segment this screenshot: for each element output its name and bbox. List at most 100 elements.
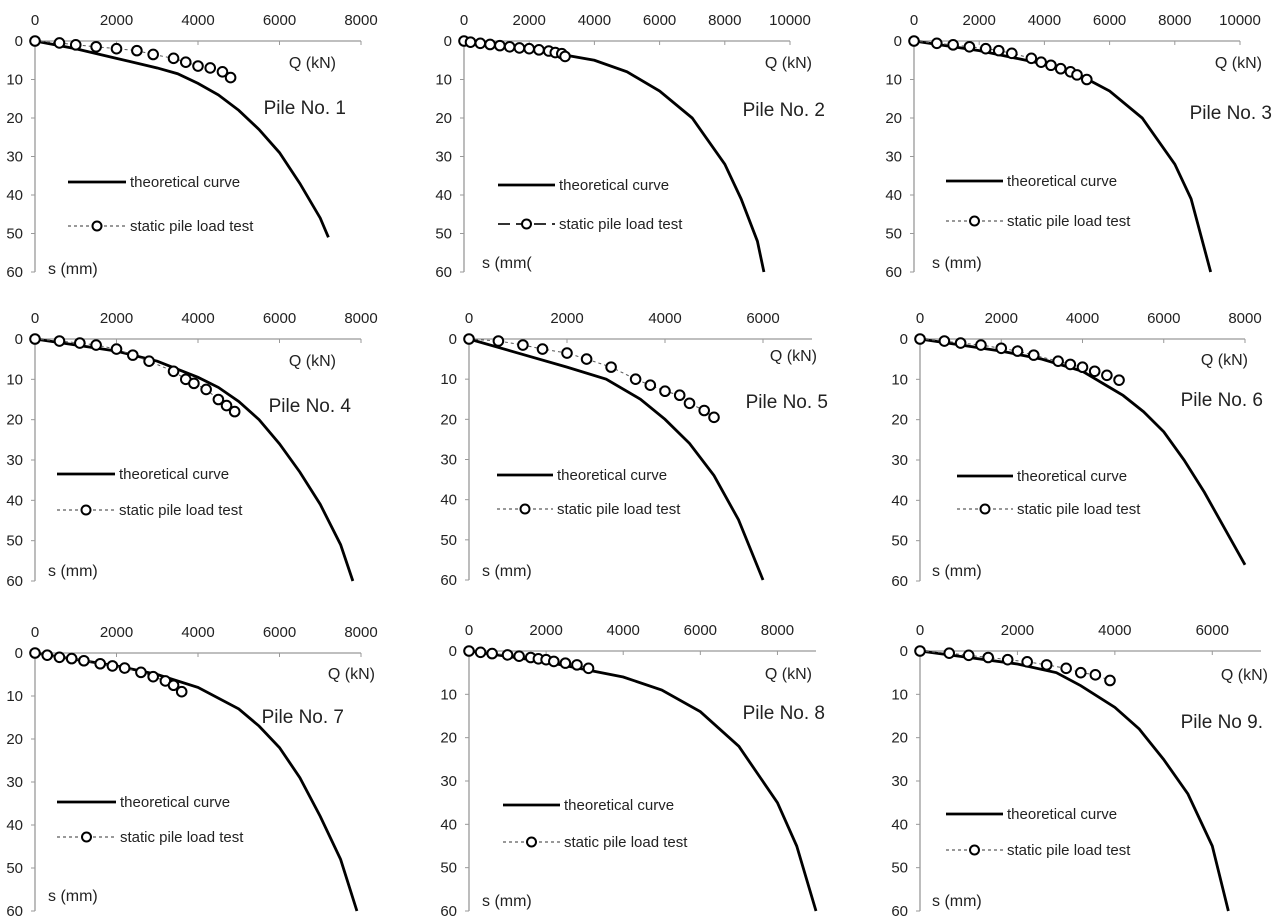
load-test-point [517,339,529,351]
legend-theoretical-label: theoretical curve [130,174,240,191]
y-axis-label: s (mm) [932,893,982,910]
theoretical-curve-line [919,649,1230,912]
y-tick-label: 30 [891,773,908,790]
load-test-point [1040,659,1053,671]
y-tick-label: 40 [440,492,457,509]
load-test-point [494,39,506,52]
x-axis-label: Q (kN) [1215,55,1262,72]
y-tick-label: 30 [6,452,23,469]
y-tick-label: 30 [885,149,902,166]
x-tick-label: 4000 [1066,310,1099,327]
load-test-point [143,355,155,367]
x-tick-label: 2000 [100,310,133,327]
legend-test-label: static pile load test [1007,213,1131,230]
load-test-point [200,383,212,396]
panel-title: Pile No. 2 [743,100,825,121]
load-test-point [224,71,237,84]
y-tick-label: 60 [435,264,452,281]
y-axis-label: s (mm) [932,563,982,580]
x-tick-label: 4000 [181,12,214,29]
panel-title: Pile No. 4 [269,396,352,417]
y-tick-label: 30 [6,149,23,166]
legend-test-marker [91,220,103,232]
y-axis-label: s (mm( [482,255,532,272]
load-test-point [914,333,926,345]
load-test-point [1113,374,1125,386]
load-test-point [629,373,642,385]
load-test-point [580,353,593,365]
x-tick-label: 6000 [263,310,296,327]
x-tick-label: 6000 [263,624,296,641]
load-test-point [513,650,525,663]
chart-panel-4: 0 2000 4000 6000 8000 0 10 20 30 40 50 60 Q (kN) s (m… [6,310,377,590]
y-tick-label: 10 [6,688,23,705]
y-tick-label: 50 [435,226,452,243]
panel-title: Pile No. 6 [1181,390,1263,411]
load-test-point [147,48,159,61]
load-test-point [474,646,487,659]
y-tick-label: 40 [440,816,457,833]
legend-test-marker [81,831,92,843]
x-tick-label: 0 [31,310,39,327]
legend-test-marker [521,218,532,230]
load-test-point [492,335,505,347]
x-tick-label: 0 [460,12,468,29]
load-test-point [1006,47,1018,60]
legend-test-label: static pile load test [119,502,243,519]
x-tick-label: 0 [31,624,39,641]
chart-panel-1: 0 2000 4000 6000 8000 0 10 20 30 40 50 60 Q (kN) s (m… [6,12,377,281]
y-tick-label: 60 [440,572,457,589]
legend-test-label: static pile load test [557,501,681,518]
legend-theoretical-label: theoretical curve [1007,806,1117,823]
y-tick-label: 30 [891,452,908,469]
y-tick-label: 20 [891,730,908,747]
legend: theoretical curve static pile load test [946,806,1131,859]
load-test-point [118,662,131,674]
y-tick-label: 40 [6,817,23,834]
y-tick-label: 10 [6,371,23,388]
y-tick-label: 60 [6,264,23,281]
y-axis-label: s (mm) [482,893,532,910]
x-tick-label: 0 [916,622,924,639]
load-test-point [110,343,123,355]
y-axis-label: s (mm) [48,563,98,580]
y-tick-label: 60 [6,903,23,920]
load-test-point [228,405,241,418]
y-tick-label: 40 [891,492,908,509]
x-tick-label: 2000 [985,310,1018,327]
load-test-point [192,60,204,72]
load-test-point [1027,349,1040,361]
y-tick-label: 0 [449,643,457,660]
panel-title: Pile No. 7 [262,707,344,728]
load-test-point [464,36,477,48]
load-test-point [106,660,119,672]
load-test-point [53,651,66,664]
legend-test-marker [969,215,980,227]
legend-test-marker [519,503,531,515]
load-test-point [938,335,951,347]
theoretical-curve-line [34,39,330,238]
x-tick-label: 2000 [963,12,996,29]
load-test-point [188,377,200,390]
y-tick-label: 0 [900,643,908,660]
x-tick-label: 0 [910,12,918,29]
x-axis-label: Q (kN) [1221,667,1268,684]
x-axis-label: Q (kN) [765,666,812,683]
load-test-point [167,52,180,65]
legend: theoretical curve static pile load test [946,173,1131,230]
chart-panel-7: 0 2000 4000 6000 8000 0 10 20 30 40 50 60 Q (kN) s (m… [6,624,377,920]
x-axis-label: Q (kN) [765,55,812,72]
load-test-point [559,50,571,63]
legend-theoretical-label: theoretical curve [1007,173,1117,190]
load-test-point [995,342,1008,355]
y-axis-label: s (mm) [48,888,98,905]
y-tick-label: 30 [435,149,452,166]
y-tick-label: 60 [440,903,457,920]
load-test-point [963,40,976,53]
legend-theoretical-label: theoretical curve [559,177,669,194]
load-test-point [931,37,943,50]
y-tick-label: 20 [440,730,457,747]
load-test-point [582,662,595,675]
legend-test-marker [979,503,991,515]
